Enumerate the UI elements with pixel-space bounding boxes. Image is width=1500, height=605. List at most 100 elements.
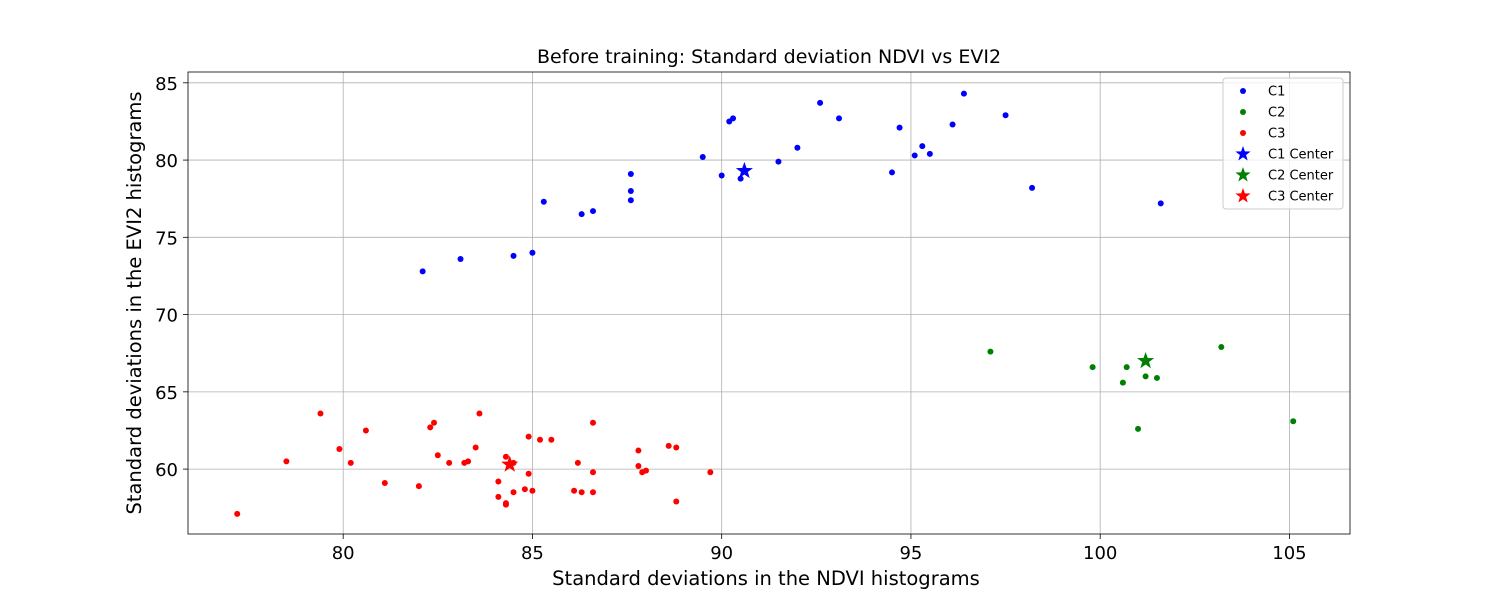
c3-center-legend-label: C3 Center (1268, 190, 1334, 205)
c3-center-marker (501, 455, 519, 472)
c1-point (896, 124, 903, 131)
c1-point (836, 115, 843, 122)
x-tick-label: 95 (899, 543, 922, 564)
c3-legend-marker (1240, 130, 1246, 136)
c3-point (502, 501, 509, 508)
c3-point (589, 489, 596, 496)
c3-point (415, 483, 422, 490)
c1-point (949, 121, 956, 128)
c3-point (525, 470, 532, 477)
c3-point (525, 433, 532, 440)
c3-point (589, 419, 596, 426)
legend-frame (1222, 77, 1344, 210)
x-tick-label: 100 (1083, 543, 1117, 564)
y-tick-label: 75 (155, 228, 178, 249)
y-tick-label: 65 (155, 383, 178, 404)
c3-point (642, 467, 649, 474)
c1-point (960, 90, 967, 97)
c3-legend-label: C3 (1268, 127, 1285, 142)
c3-point (434, 452, 441, 459)
c3-point (571, 487, 578, 494)
c2-point (1123, 364, 1130, 371)
c3-point (537, 436, 544, 443)
c3-point (673, 498, 680, 505)
c2-legend-marker (1240, 109, 1246, 115)
c3-point (635, 463, 642, 470)
y-tick-label: 85 (155, 74, 178, 95)
c1-point (457, 255, 464, 262)
legend: C1 C2 C3 C1 Center C2 Center C3 Center (1222, 77, 1344, 210)
c1-point (730, 115, 737, 122)
c1-center-legend-marker (1235, 146, 1251, 161)
c1-point (911, 152, 918, 159)
c1-point (510, 252, 517, 259)
c3-point (431, 419, 438, 426)
c1-point (540, 198, 547, 205)
c2-point (1135, 425, 1142, 432)
c3-center-legend-marker (1235, 188, 1251, 203)
c3-point (317, 410, 324, 417)
c3-point (347, 459, 354, 466)
c3-point (510, 489, 517, 496)
c3-point (234, 510, 241, 517)
y-axis-label: Standard deviations in the EVI2 histogra… (123, 91, 146, 514)
c1-point (627, 197, 634, 204)
c1-point (627, 187, 634, 194)
c1-point (817, 99, 824, 106)
c1-point (737, 175, 744, 182)
c2-point (1290, 418, 1297, 425)
c1-point (699, 153, 706, 160)
c2-center-legend-label: C2 Center (1268, 169, 1334, 184)
c3-point (495, 493, 502, 500)
c3-point (635, 447, 642, 454)
c3-point (589, 469, 596, 476)
x-tick-label: 90 (710, 543, 733, 564)
grid (188, 72, 1350, 534)
c1-center-marker (735, 161, 753, 179)
c2-legend-label: C2 (1268, 106, 1285, 121)
c3-point (427, 424, 434, 431)
c3-point (548, 436, 555, 443)
x-tick-label: 85 (521, 543, 544, 564)
c3-point (502, 453, 509, 460)
c1-point (889, 169, 896, 176)
c3-point (362, 427, 369, 434)
c1-point (794, 144, 801, 151)
c3-point (673, 444, 680, 451)
x-tick-label: 80 (332, 543, 355, 564)
c1-point (529, 249, 536, 256)
c3-point (465, 458, 472, 465)
c1-point (718, 172, 725, 179)
c2-point (1153, 374, 1160, 381)
c3-point (495, 478, 502, 485)
c3-point (476, 410, 483, 417)
c3-point (707, 469, 714, 476)
c1-point (1002, 112, 1009, 119)
c2-center-legend-marker (1235, 167, 1251, 182)
c3-point (578, 489, 585, 496)
c1-point (419, 268, 426, 275)
chart-title: Before training: Standard deviation NDVI… (537, 46, 1001, 68)
c3-point (529, 487, 536, 494)
c1-point (627, 170, 634, 177)
c3-point (336, 446, 343, 453)
y-tick-label: 70 (155, 306, 178, 327)
plot-area-frame (187, 71, 1351, 535)
x-axis-label: Standard deviations in the NDVI histogra… (552, 567, 980, 590)
c2-center-marker (1137, 351, 1155, 369)
axis-ticks: 80 85 90 95 100 105 60 65 70 75 80 85 (155, 74, 1307, 564)
c1-point (1157, 200, 1164, 207)
c1-point (775, 158, 782, 165)
y-tick-label: 60 (155, 460, 178, 481)
c3-point (665, 442, 672, 449)
c3-point (381, 480, 388, 487)
data-points (234, 90, 1297, 517)
c3-point (574, 459, 581, 466)
c2-point (1119, 379, 1126, 386)
c2-point (1089, 364, 1096, 371)
c1-point (578, 211, 585, 218)
c2-point (1218, 344, 1225, 351)
y-tick-label: 80 (155, 151, 178, 172)
c3-point (472, 444, 479, 451)
